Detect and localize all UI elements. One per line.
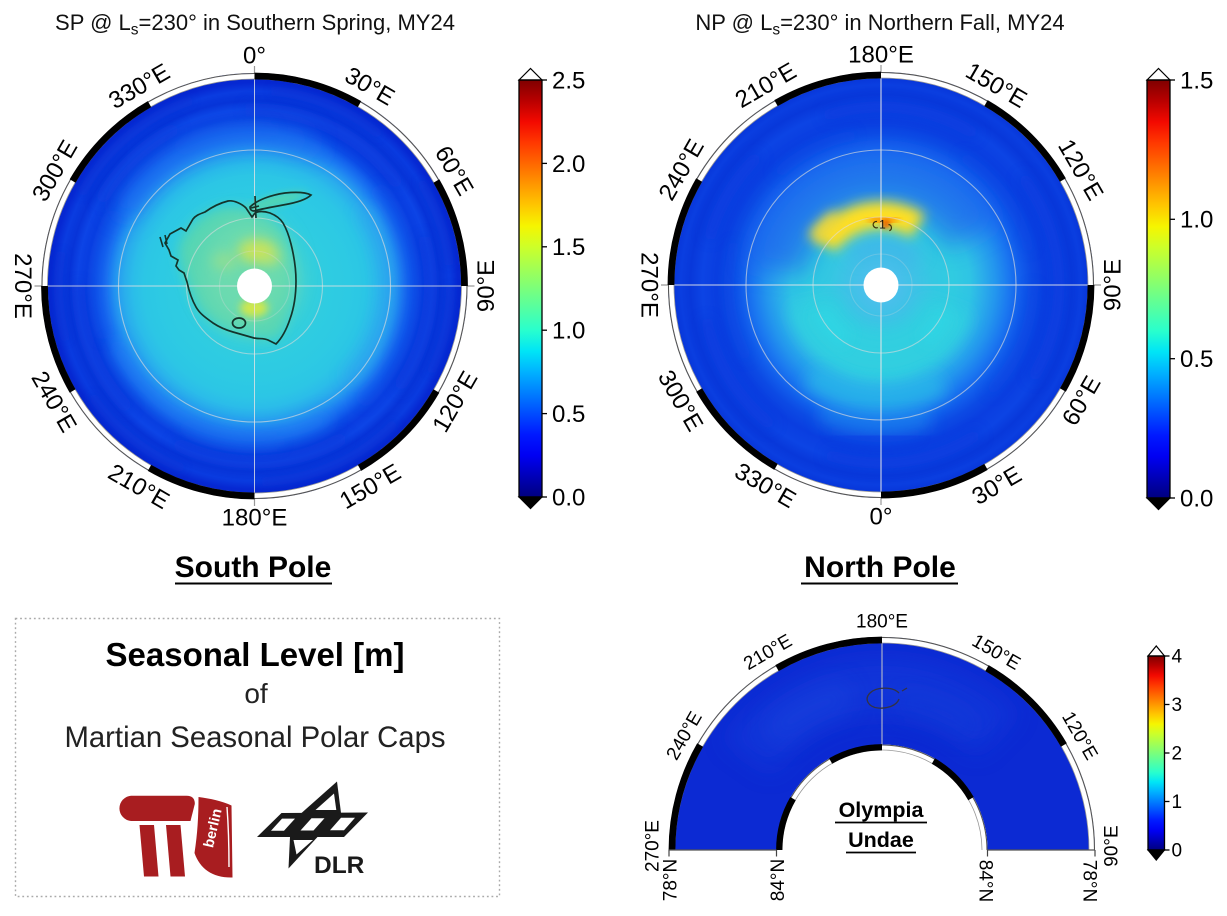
svg-text:DLR: DLR bbox=[314, 852, 365, 879]
svg-text:Seasonal Level [m]: Seasonal Level [m] bbox=[106, 636, 405, 673]
svg-text:0.0: 0.0 bbox=[552, 484, 585, 511]
svg-text:0.5: 0.5 bbox=[552, 401, 585, 428]
svg-text:180°E: 180°E bbox=[856, 612, 908, 633]
svg-text:270°E: 270°E bbox=[636, 252, 663, 318]
svg-text:180°E: 180°E bbox=[222, 504, 288, 531]
svg-text:78°N: 78°N bbox=[661, 859, 682, 901]
svg-text:Martian Seasonal Polar Caps: Martian Seasonal Polar Caps bbox=[64, 721, 445, 754]
svg-text:0°: 0° bbox=[870, 503, 893, 530]
svg-text:1.5: 1.5 bbox=[1180, 67, 1213, 94]
svg-text:90°E: 90°E bbox=[1099, 259, 1126, 311]
svg-text:90°E: 90°E bbox=[473, 260, 500, 312]
svg-text:Olympia: Olympia bbox=[839, 798, 925, 822]
svg-text:1: 1 bbox=[879, 218, 886, 232]
svg-text:0.5: 0.5 bbox=[1180, 346, 1213, 373]
svg-text:3: 3 bbox=[1172, 695, 1183, 716]
svg-text:2: 2 bbox=[1172, 744, 1183, 765]
svg-text:90°E: 90°E bbox=[1102, 825, 1123, 866]
svg-text:84°N: 84°N bbox=[974, 860, 995, 902]
svg-text:4: 4 bbox=[1172, 647, 1183, 668]
svg-text:Undae: Undae bbox=[848, 828, 914, 852]
svg-text:84°N: 84°N bbox=[768, 859, 789, 901]
svg-text:2.0: 2.0 bbox=[552, 151, 585, 178]
svg-text:0°: 0° bbox=[243, 42, 266, 69]
svg-text:78°N: 78°N bbox=[1078, 860, 1099, 902]
svg-text:1: 1 bbox=[1172, 792, 1183, 813]
svg-text:1.5: 1.5 bbox=[552, 234, 585, 261]
svg-text:1.0: 1.0 bbox=[552, 318, 585, 345]
svg-text:0.0: 0.0 bbox=[1180, 485, 1213, 512]
svg-text:270°E: 270°E bbox=[9, 253, 36, 319]
svg-text:NP @ Ls=230° in Northern Fall,: NP @ Ls=230° in Northern Fall, MY24 bbox=[695, 10, 1064, 39]
svg-text:270°E: 270°E bbox=[643, 820, 664, 872]
svg-text:of: of bbox=[244, 678, 268, 709]
svg-text:0: 0 bbox=[1172, 841, 1183, 862]
svg-text:SP @ Ls=230° in Southern Sprin: SP @ Ls=230° in Southern Spring, MY24 bbox=[55, 10, 455, 39]
svg-text:1.0: 1.0 bbox=[1180, 207, 1213, 234]
svg-text:180°E: 180°E bbox=[848, 41, 914, 68]
svg-text:South Pole: South Pole bbox=[175, 551, 332, 584]
svg-text:North Pole: North Pole bbox=[804, 551, 956, 584]
svg-text:2.5: 2.5 bbox=[552, 67, 585, 94]
